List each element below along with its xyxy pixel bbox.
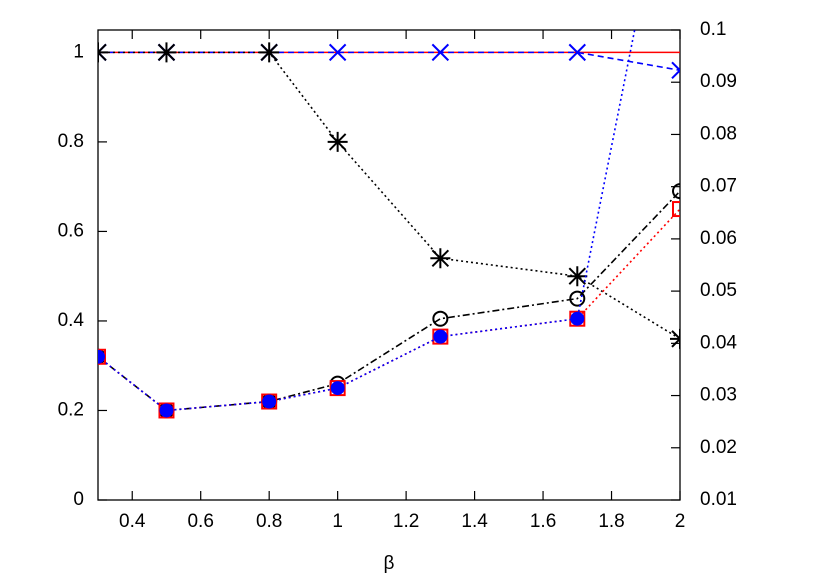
- y-tick-label: 1: [73, 41, 84, 62]
- marker: [670, 328, 680, 349]
- x-tick-label: 0.4: [119, 511, 146, 532]
- marker: [156, 42, 177, 63]
- marker: [567, 266, 588, 287]
- y-tick-label: 0.4: [58, 310, 85, 331]
- y2-tick-label: 0.03: [700, 385, 737, 406]
- marker: [330, 381, 345, 396]
- series-line: [98, 51, 680, 340]
- marker: [431, 43, 450, 62]
- x-tick-label: 1: [332, 511, 343, 532]
- x-tick-label: 1.2: [393, 511, 419, 532]
- y-tick-label: 0.6: [58, 220, 84, 241]
- plot-frame: [97, 29, 681, 501]
- marker: [568, 43, 587, 62]
- series-line: [98, 190, 680, 412]
- marker: [327, 131, 348, 152]
- x-tick-label: 0.6: [187, 511, 213, 532]
- plot-area: [98, 30, 680, 419]
- marker: [328, 43, 347, 62]
- series-line: [98, 208, 680, 412]
- y2-tick-label: 0.1: [700, 19, 726, 40]
- y2-tick-label: 0.02: [700, 437, 737, 458]
- marker: [672, 201, 680, 218]
- y2-tick-label: 0.08: [700, 123, 737, 144]
- series-line: [98, 51, 680, 72]
- marker: [432, 310, 449, 327]
- y2-tick-label: 0.01: [700, 489, 737, 510]
- marker: [262, 394, 277, 409]
- marker: [569, 290, 586, 307]
- marker: [672, 183, 680, 200]
- x-tick-label: 1.8: [598, 511, 624, 532]
- y2-tick-label: 0.07: [700, 176, 737, 197]
- marker: [430, 248, 451, 269]
- y2-tick-label: 0.04: [700, 332, 737, 353]
- y2-tick-label: 0.09: [700, 71, 737, 92]
- marker: [259, 42, 280, 63]
- marker: [98, 349, 105, 364]
- y2-tick-label: 0.05: [700, 280, 737, 301]
- marker: [433, 329, 448, 344]
- y-tick-label: 0.2: [58, 399, 84, 420]
- marker: [159, 403, 174, 418]
- x-tick-label: 1.4: [461, 511, 488, 532]
- x-tick-label: 1.6: [530, 511, 556, 532]
- x-tick-label: 2: [675, 511, 686, 532]
- marker: [671, 61, 680, 79]
- y-tick-label: 0: [73, 489, 84, 510]
- x-axis-label: β: [384, 553, 395, 574]
- marker: [570, 311, 585, 326]
- y2-tick-label: 0.06: [700, 228, 737, 249]
- y-tick-label: 0.8: [58, 131, 84, 152]
- x-tick-label: 0.8: [256, 511, 282, 532]
- series-line: [98, 30, 636, 412]
